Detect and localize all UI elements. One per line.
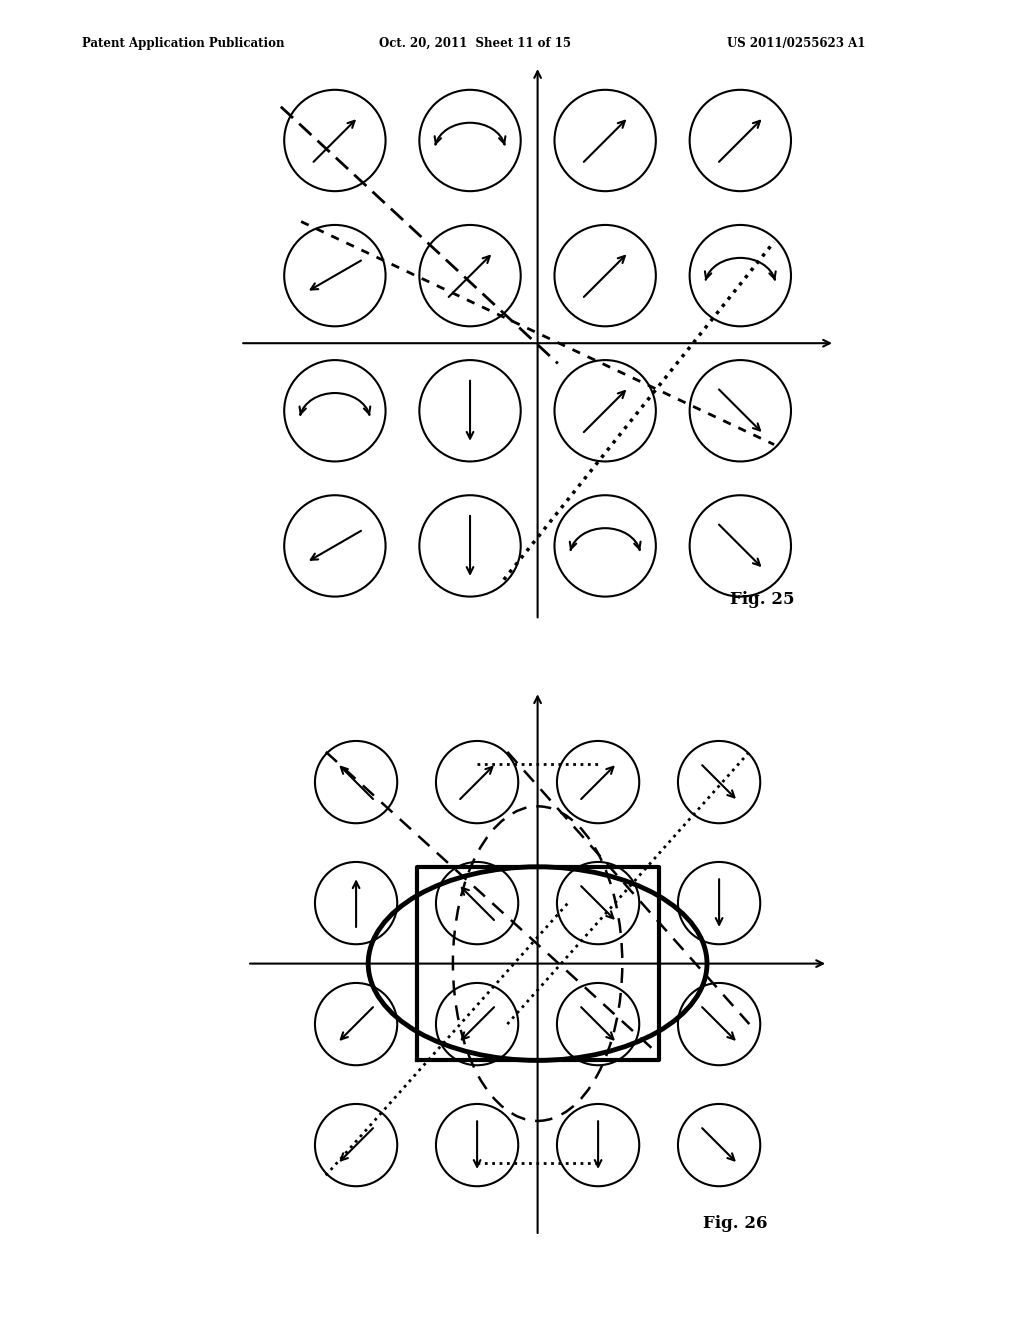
Text: US 2011/0255623 A1: US 2011/0255623 A1 <box>727 37 865 50</box>
Text: Oct. 20, 2011  Sheet 11 of 15: Oct. 20, 2011 Sheet 11 of 15 <box>379 37 571 50</box>
Text: Fig. 25: Fig. 25 <box>730 591 795 609</box>
Text: Fig. 26: Fig. 26 <box>703 1216 768 1233</box>
Text: Patent Application Publication: Patent Application Publication <box>82 37 285 50</box>
